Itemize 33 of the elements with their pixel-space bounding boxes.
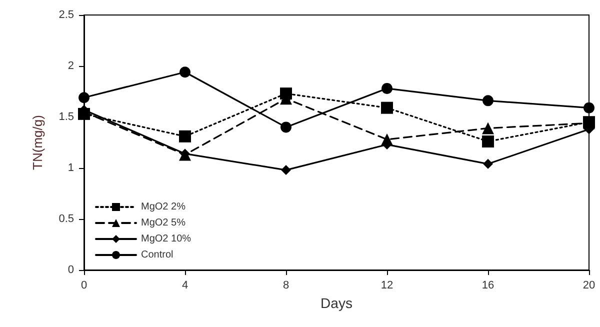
- point: [78, 108, 90, 120]
- legend-label: MgO2 5%: [141, 218, 186, 228]
- point: [381, 102, 393, 114]
- y-tick-label: 2: [68, 60, 74, 72]
- y-tick-label: 0.5: [58, 213, 74, 225]
- x-tick-label: 4: [182, 280, 188, 292]
- point: [280, 122, 292, 133]
- y-tick-label: 2.5: [58, 9, 74, 21]
- point: [78, 92, 90, 104]
- y-tick-label: 1: [68, 162, 74, 174]
- point: [280, 88, 292, 100]
- point: [281, 165, 291, 176]
- legend-label: MgO2 2%: [141, 202, 186, 212]
- x-tick-label: 0: [80, 280, 88, 292]
- legend-label: Control: [141, 250, 174, 260]
- point: [482, 135, 494, 148]
- point: [483, 158, 493, 169]
- y-tick-label: 0: [68, 264, 74, 276]
- point: [482, 122, 494, 134]
- x-tick-label: 16: [482, 280, 494, 292]
- point: [482, 95, 494, 106]
- point: [179, 130, 191, 142]
- legend-label: MgO2 10%: [141, 234, 192, 244]
- point: [180, 66, 190, 78]
- point: [382, 82, 392, 94]
- point: [584, 102, 594, 114]
- point: [381, 133, 393, 146]
- x-axis-title: Days: [320, 295, 352, 311]
- x-tick-label: 20: [582, 280, 596, 292]
- x-tick-label: 12: [380, 280, 394, 292]
- x-tick-label: 8: [282, 280, 290, 292]
- y-axis-title: TN(mg/g): [30, 115, 45, 170]
- y-tick-label: 1.5: [58, 111, 74, 123]
